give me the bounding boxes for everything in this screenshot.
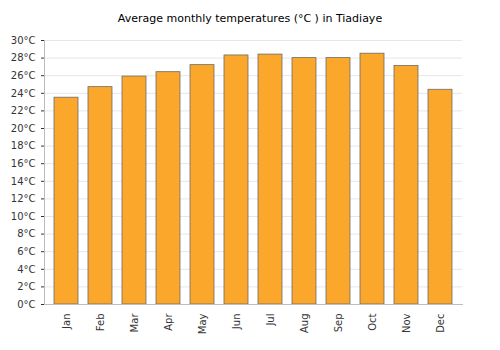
svg-text:2°C: 2°C [17, 281, 35, 292]
svg-text:Aug: Aug [299, 314, 310, 334]
svg-text:26°C: 26°C [11, 70, 36, 81]
svg-text:16°C: 16°C [11, 158, 36, 169]
svg-text:Oct: Oct [367, 313, 378, 330]
html-text:Average monthly temperatures (: Average monthly temperatures (°C ) in Ti… [117, 12, 383, 25]
svg-text:28°C: 28°C [11, 52, 36, 63]
svg-text:24°C: 24°C [11, 88, 36, 99]
svg-text:Jun: Jun [231, 314, 242, 331]
svg-text:Dec: Dec [435, 314, 446, 333]
svg-text:8°C: 8°C [17, 228, 35, 239]
svg-text:Apr: Apr [163, 313, 174, 331]
svg-text:10°C: 10°C [11, 211, 36, 222]
svg-text:12°C: 12°C [11, 193, 36, 204]
svg-text:Jul: Jul [265, 314, 276, 327]
svg-text:6°C: 6°C [17, 246, 35, 257]
svg-text:22°C: 22°C [11, 105, 36, 116]
svg-text:Mar: Mar [129, 313, 140, 333]
svg-text:20°C: 20°C [11, 123, 36, 134]
svg-text:14°C: 14°C [11, 176, 36, 187]
svg-text:18°C: 18°C [11, 140, 36, 151]
svg-text:Feb: Feb [95, 314, 106, 332]
svg-text:Jan: Jan [61, 314, 72, 330]
svg-text:Nov: Nov [401, 313, 412, 333]
svg-text:0°C: 0°C [17, 299, 35, 310]
svg-text:4°C: 4°C [17, 264, 35, 275]
svg-text:30°C: 30°C [11, 35, 36, 46]
svg-text:Sep: Sep [333, 314, 344, 333]
svg-text:May: May [197, 313, 208, 334]
